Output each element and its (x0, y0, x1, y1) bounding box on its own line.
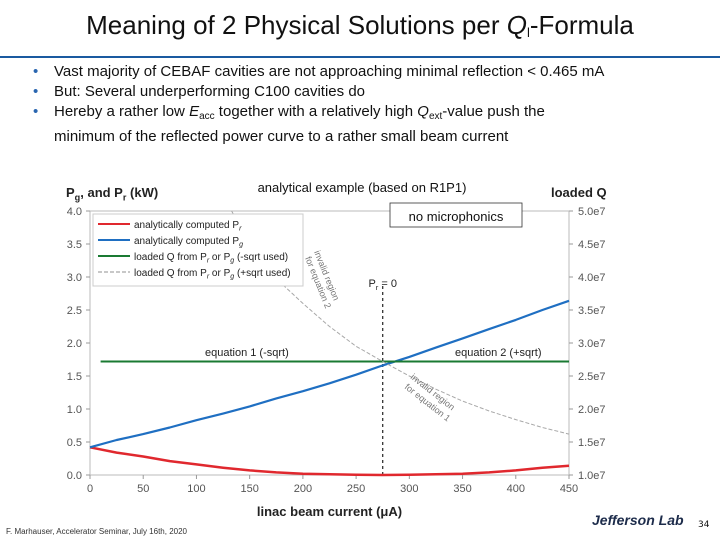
x-tick-label: 450 (560, 483, 578, 495)
x-axis-title: linac beam current (μA) (257, 504, 402, 519)
y-right-tick-label: 1.5e7 (578, 437, 606, 449)
y-axis-left-title: Pg, and Pr (kW) (66, 185, 158, 202)
y-left-tick-label: 3.5 (67, 239, 82, 251)
bullet-text: E (189, 103, 200, 120)
y-left-tick-label: 3.0 (67, 272, 82, 284)
y-right-tick-label: 2.5e7 (578, 371, 606, 383)
x-tick-label: 0 (87, 483, 93, 495)
bullet-text: -value push the (442, 103, 545, 120)
pr-zero-label: Pr = 0 (368, 278, 397, 292)
legend-label: loaded Q from Pr or Pg (+sqrt used) (134, 268, 291, 281)
y-right-tick-label: 5.0e7 (578, 206, 606, 218)
legend-label: analytically computed Pr (134, 220, 242, 233)
equation-2-label: equation 2 (+sqrt) (455, 347, 542, 359)
note-box (389, 202, 523, 228)
series-grey_curve-line (231, 210, 570, 435)
y-left-tick-label: 1.0 (67, 404, 82, 416)
x-tick-label: 250 (347, 483, 365, 495)
y-left-tick-label: 0.0 (67, 470, 82, 482)
chart-subtitle: analytical example (based on R1P1) (258, 180, 467, 195)
title-q: Q (506, 10, 527, 40)
bullet-text: Hereby a rather low (54, 103, 190, 120)
equation-1-label: equation 1 (-sqrt) (205, 347, 289, 359)
title-prefix: Meaning of 2 Physical Solutions per (86, 10, 507, 40)
y-right-tick-label: 3.5e7 (578, 305, 606, 317)
bullet-text: But: Several underperforming C100 caviti… (54, 83, 366, 100)
bullet-text: Q (417, 103, 429, 120)
footer-text: F. Marhauser, Accelerator Seminar, July … (6, 527, 187, 536)
note-text: no microphonics (409, 209, 504, 224)
x-tick-label: 100 (187, 483, 205, 495)
series-red-line (89, 446, 570, 477)
bullet-text: minimum of the reflected power curve to … (54, 128, 509, 145)
bullet-item: • But: Several underperforming C100 cavit… (30, 82, 720, 102)
series-blue-line (89, 299, 570, 449)
x-tick-label: 400 (507, 483, 525, 495)
legend-box (92, 213, 304, 287)
y-left-tick-label: 2.5 (67, 305, 82, 317)
y-left-tick-label: 1.5 (67, 371, 82, 383)
y-right-tick-label: 4.5e7 (578, 239, 606, 251)
y-left-tick-label: 0.5 (67, 437, 82, 449)
y-right-tick-label: 4.0e7 (578, 272, 606, 284)
bullet-text: ext (428, 111, 443, 122)
title-rule (0, 56, 720, 58)
x-tick-label: 50 (137, 483, 149, 495)
x-tick-label: 300 (400, 483, 418, 495)
bullet-item: • Vast majority of CEBAF cavities are not… (30, 62, 720, 82)
bullet-dot: • (33, 63, 39, 80)
bullet-dot: • (33, 83, 39, 100)
title-q-sub: l (526, 25, 530, 40)
x-tick-label: 150 (240, 483, 258, 495)
y-right-tick-label: 3.0e7 (578, 338, 606, 350)
y-left-tick-label: 4.0 (67, 206, 82, 218)
x-tick-label: 350 (453, 483, 471, 495)
jefferson-lab-logo: Jefferson Lab (592, 512, 684, 528)
bullet-item: • Hereby a rather low Eacc together with … (30, 102, 720, 127)
bullet-text: Vast majority of CEBAF cavities are not … (54, 63, 605, 80)
legend-label: loaded Q from Pr or Pg (-sqrt used) (134, 252, 288, 265)
bullet-text: together with a relatively high (214, 103, 418, 120)
y-axis-right-title: loaded Q (551, 185, 607, 200)
bullet-continuation: minimum of the reflected power curve to … (30, 127, 720, 147)
y-right-tick-label: 1.0e7 (578, 470, 606, 482)
title-suffix: -Formula (529, 10, 634, 40)
bullet-list: • Vast majority of CEBAF cavities are not… (30, 62, 720, 147)
x-tick-label: 200 (294, 483, 312, 495)
bullet-dot: • (33, 103, 39, 120)
y-left-tick-label: 2.0 (67, 338, 82, 350)
y-right-tick-label: 2.0e7 (578, 404, 606, 416)
bullet-text: acc (199, 111, 215, 122)
page-number: 34 (698, 520, 710, 530)
slide-title: Meaning of 2 Physical Solutions per Ql-F… (0, 10, 720, 41)
legend-label: analytically computed Pg (134, 236, 243, 249)
